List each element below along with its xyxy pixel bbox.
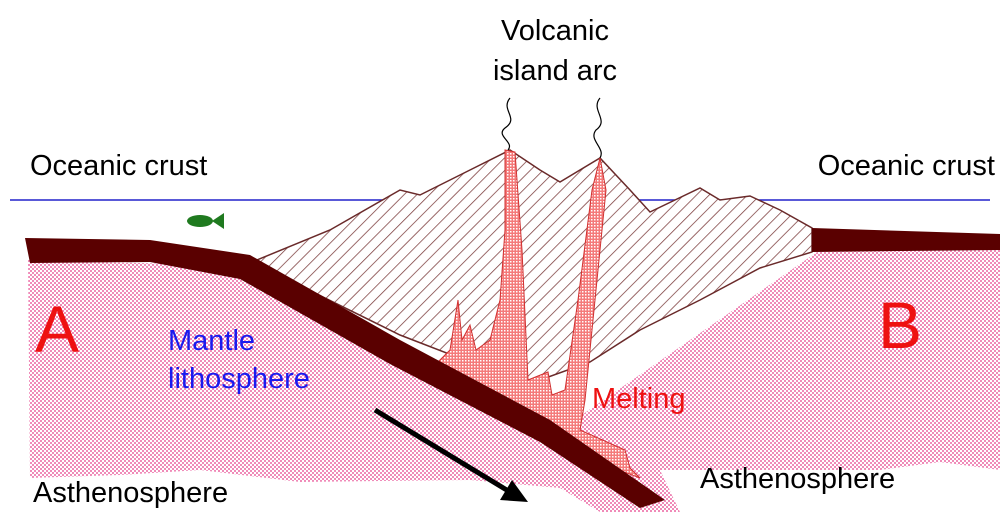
vent-line [593, 97, 602, 159]
label: island arc [493, 55, 617, 87]
label: Asthenosphere [33, 477, 228, 509]
fish [187, 213, 224, 229]
label: Melting [592, 383, 686, 415]
label: Mantle [168, 325, 255, 357]
label: lithosphere [168, 363, 310, 395]
vent-line [501, 97, 512, 151]
label: Volcanic [501, 15, 609, 47]
mantle [28, 250, 1000, 512]
label: Oceanic crust [818, 150, 995, 182]
right-crust [812, 228, 1000, 252]
label: Asthenosphere [700, 463, 895, 495]
left-slab [25, 238, 665, 508]
label: B [878, 288, 922, 362]
label: A [35, 292, 79, 366]
arrow [373, 407, 528, 502]
label: Oceanic crust [30, 150, 207, 182]
